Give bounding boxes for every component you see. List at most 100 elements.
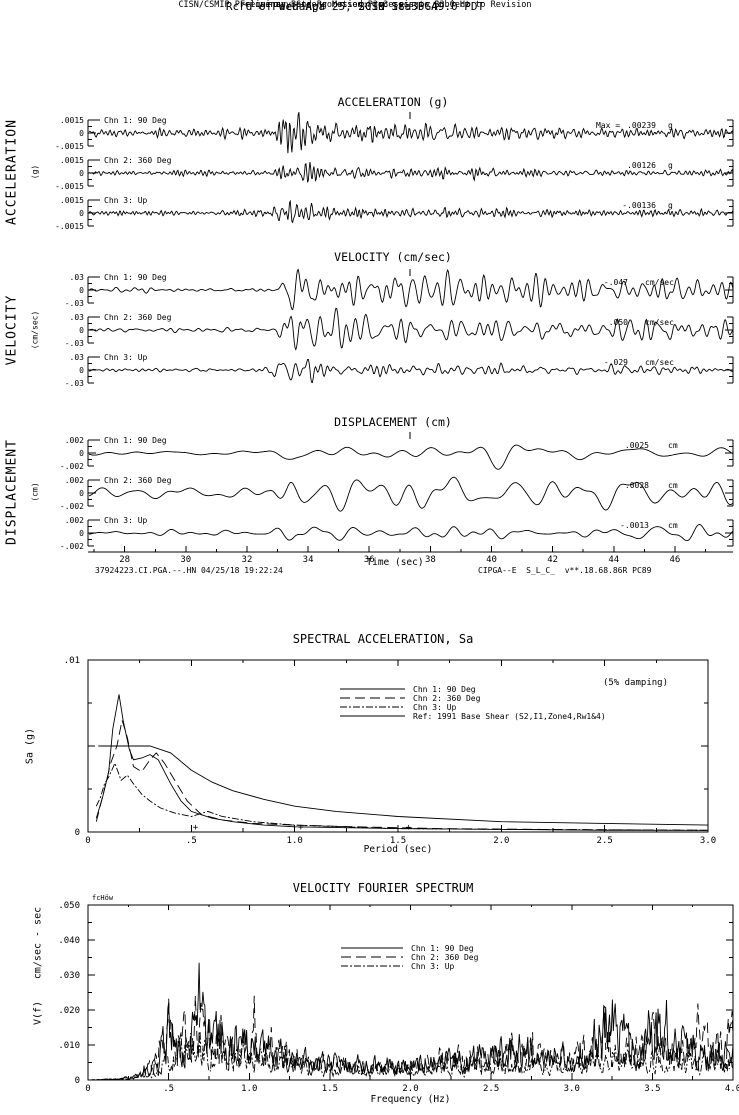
acceleration-ytick-label: -.0015 [55, 142, 84, 151]
displacement-ytick-label: -.002 [60, 542, 84, 551]
fourier-series-1 [88, 962, 734, 1081]
displacement-channel-label: Chn 3: Up [104, 516, 148, 525]
fourier-xtick-label: 2.0 [402, 1084, 418, 1094]
time-tick-label: 46 [669, 555, 680, 565]
sa-ytick-label: .01 [64, 656, 80, 666]
time-tick-label: 28 [119, 555, 130, 565]
acceleration-ytick-label: 0 [79, 169, 84, 178]
acceleration-max-value: .00239 [627, 121, 656, 130]
displacement-max-unit: cm [668, 481, 678, 490]
sa-xtick-label: 0 [85, 836, 90, 846]
acceleration-chn1-trace [89, 112, 734, 154]
fourier-xtick-label: 1.5 [322, 1084, 338, 1094]
acceleration-chn2-trace [88, 162, 734, 183]
fourier-xtick-label: 2.5 [483, 1084, 499, 1094]
acceleration-max-unit: g [668, 201, 673, 210]
displacement-ytick-label: .002 [65, 436, 84, 445]
processing-disclaimer: CISN/CSMIP Preliminary Strong Motion Pro… [178, 0, 532, 10]
station-title: Pechanga SCSN Sta PGA [272, 0, 438, 13]
velocity-ytick-label: 0 [79, 366, 84, 375]
sa-xtick-label: 2.5 [597, 836, 613, 846]
sa-xtick-label: 2.0 [493, 836, 509, 846]
fourier-xtick-label: 1.0 [241, 1084, 257, 1094]
time-tick-label: 40 [486, 555, 497, 565]
displacement-max-unit: cm [668, 521, 678, 530]
fourier-title: VELOCITY FOURIER SPECTRUM [292, 881, 474, 895]
fourier-x-axis-label: Frequency (Hz) [370, 1094, 451, 1105]
velocity-ytick-label: -.03 [65, 339, 84, 348]
fourier-xtick-label: .5 [163, 1084, 174, 1094]
sa-legend-label: Chn 3: Up [413, 703, 457, 712]
acceleration-max-value: .00126 [627, 161, 656, 170]
displacement-ytick-label: 0 [79, 489, 84, 498]
velocity-chn1-trace [88, 268, 734, 311]
time-tick-label: 38 [425, 555, 436, 565]
velocity-max-value: -.047 [604, 278, 628, 287]
displacement-ytick-label: 0 [79, 529, 84, 538]
frequency-band-note: Frequency Band Processed: 3.3 secs to 23… [239, 0, 471, 10]
acceleration-ytick-label: -.0015 [55, 222, 84, 231]
velocity-ytick-label: -.03 [65, 379, 84, 388]
velocity-ytick-label: .03 [70, 353, 85, 362]
velocity-channel-label: Chn 1: 90 Deg [104, 273, 167, 282]
time-tick-label: 36 [364, 555, 375, 565]
time-tick-label: 44 [608, 555, 619, 565]
sa-ytick-label: 0 [75, 828, 80, 838]
time-tick-label: 34 [303, 555, 314, 565]
displacement-max-value: .0025 [625, 441, 649, 450]
time-tick-label: 42 [547, 555, 558, 565]
velocity-ytick-label: .03 [70, 313, 85, 322]
acceleration-ytick-label: -.0015 [55, 182, 84, 191]
processing-version-footer: CIPGA--E S_L_C_ v**.18.68.86R PC89 [478, 566, 652, 575]
fourier-series-3 [88, 1031, 734, 1081]
displacement-ytick-label: .002 [65, 476, 84, 485]
velocity-ytick-label: -.03 [65, 299, 84, 308]
velocity-ytick-label: .03 [70, 273, 85, 282]
displacement-channel-label: Chn 2: 360 Deg [104, 476, 172, 485]
fourier-xtick-label: 3.0 [564, 1084, 580, 1094]
sa-legend-label: Chn 2: 360 Deg [413, 694, 481, 703]
sa-plus-marker: + [298, 823, 304, 833]
acceleration-chn3-trace [88, 199, 734, 224]
sa-title: SPECTRAL ACCELERATION, Sa [292, 632, 474, 646]
velocity-chn3-trace [89, 358, 734, 384]
sa-xtick-label: 1.5 [390, 836, 406, 846]
fourier-legend-label: Chn 2: 360 Deg [411, 953, 479, 962]
fourier-series-2 [88, 995, 734, 1081]
acceleration-max-unit: g [668, 161, 673, 170]
acceleration-ytick-label: .0015 [60, 156, 84, 165]
acceleration-channel-label: Chn 3: Up [104, 196, 148, 205]
fourier-xtick-label: 3.5 [644, 1084, 660, 1094]
velocity-channel-label: Chn 3: Up [104, 353, 148, 362]
fourier-ytick-label: .020 [58, 1006, 80, 1016]
displacement-max-value: -.0013 [620, 521, 649, 530]
record-datetime: Rcrd of Wed Apr 25, 2018 18:35:49.0 PDT [225, 0, 485, 13]
acceleration-panel-title: ACCELERATION (g) [337, 95, 449, 109]
fourier-ytick-label: .050 [58, 901, 80, 911]
fourier-xtick-label: 0 [85, 1084, 90, 1094]
acceleration-channel-label: Chn 2: 360 Deg [104, 156, 172, 165]
displacement-ytick-label: -.002 [60, 462, 84, 471]
fourier-ytick-label: .030 [58, 971, 80, 981]
time-tick-label: 32 [242, 555, 253, 565]
displacement-panel-title: DISPLACEMENT (cm) [334, 415, 452, 429]
sa-plus-marker: + [193, 823, 199, 833]
velocity-max-unit: cm/sec [645, 278, 674, 287]
acceleration-channel-label: Chn 1: 90 Deg [104, 116, 167, 125]
sa-x-axis-label: Period (sec) [363, 844, 433, 855]
fourier-ytick-label: 0 [75, 1076, 80, 1086]
displacement-ytick-label: -.002 [60, 502, 84, 511]
velocity-channel-label: Chn 2: 360 Deg [104, 313, 172, 322]
sa-legend-label: Chn 1: 90 Deg [413, 685, 476, 694]
fourier-xtick-label: 4.0 [725, 1084, 739, 1094]
velocity-panel-title: VELOCITY (cm/sec) [334, 250, 452, 264]
sa-series-4 [98, 745, 709, 826]
displacement-channel-label: Chn 1: 90 Deg [104, 436, 167, 445]
fourier-ytick-label: .040 [58, 936, 80, 946]
displacement-max-unit: cm [668, 441, 678, 450]
sa-series-3 [95, 762, 709, 831]
velocity-ytick-label: 0 [79, 326, 84, 335]
velocity-max-unit: cm/sec [645, 318, 674, 327]
